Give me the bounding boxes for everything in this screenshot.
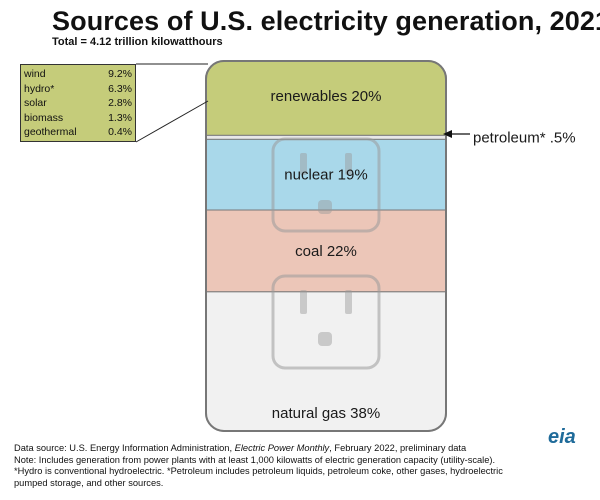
data-source: Data source: U.S. Energy Information Adm… xyxy=(14,443,467,453)
segment-label-petroleum: petroleum* .5% xyxy=(473,129,576,146)
breakdown-value: 6.3% xyxy=(108,82,132,95)
breakdown-value: 1.3% xyxy=(108,111,132,124)
eia-logo: eia xyxy=(548,426,576,448)
outlet-border xyxy=(205,60,447,432)
segment-label-nuclear: nuclear 19% xyxy=(284,167,367,184)
breakdown-name: solar xyxy=(24,97,47,110)
chart-title: Sources of U.S. electricity generation, … xyxy=(52,6,600,36)
renewables-breakdown: wind 9.2% hydro* 6.3% solar 2.8% biomass… xyxy=(20,64,136,142)
breakdown-name: geothermal xyxy=(24,126,77,139)
breakdown-name: wind xyxy=(24,68,46,80)
breakdown-row-geothermal: geothermal 0.4% xyxy=(24,125,132,140)
segment-label-renewables: renewables 20% xyxy=(271,88,382,105)
segment-coal xyxy=(206,209,446,293)
chart-footer: Data source: U.S. Energy Information Adm… xyxy=(14,443,554,489)
footer-note-2: *Hydro is conventional hydroelectric. *P… xyxy=(14,466,503,477)
breakdown-value: 2.8% xyxy=(108,97,132,110)
breakdown-connector-bottom xyxy=(135,100,209,143)
chart-subtitle: Total = 4.12 trillion kilowatthours xyxy=(52,36,223,48)
breakdown-name: biomass xyxy=(24,111,64,124)
breakdown-row-solar: solar 2.8% xyxy=(24,96,132,111)
segment-label-coal: coal 22% xyxy=(295,243,357,260)
outlet-sockets xyxy=(271,137,381,370)
breakdown-row-wind: wind 9.2% xyxy=(24,67,132,82)
segment-label-natural-gas: natural gas 38% xyxy=(272,405,380,422)
segment-natural-gas xyxy=(206,291,446,431)
segment-renewables xyxy=(206,61,446,136)
breakdown-row-biomass: biomass 1.3% xyxy=(24,111,132,126)
footer-note-3: pumped storage, and other sources. xyxy=(14,477,164,488)
petroleum-arrowhead xyxy=(443,130,452,138)
breakdown-value: 9.2% xyxy=(108,68,132,80)
breakdown-name: hydro* xyxy=(24,82,55,95)
breakdown-row-hydro: hydro* 6.3% xyxy=(24,82,132,97)
breakdown-value: 0.4% xyxy=(108,126,132,139)
footer-note-1: Note: Includes generation from power pla… xyxy=(14,454,496,465)
